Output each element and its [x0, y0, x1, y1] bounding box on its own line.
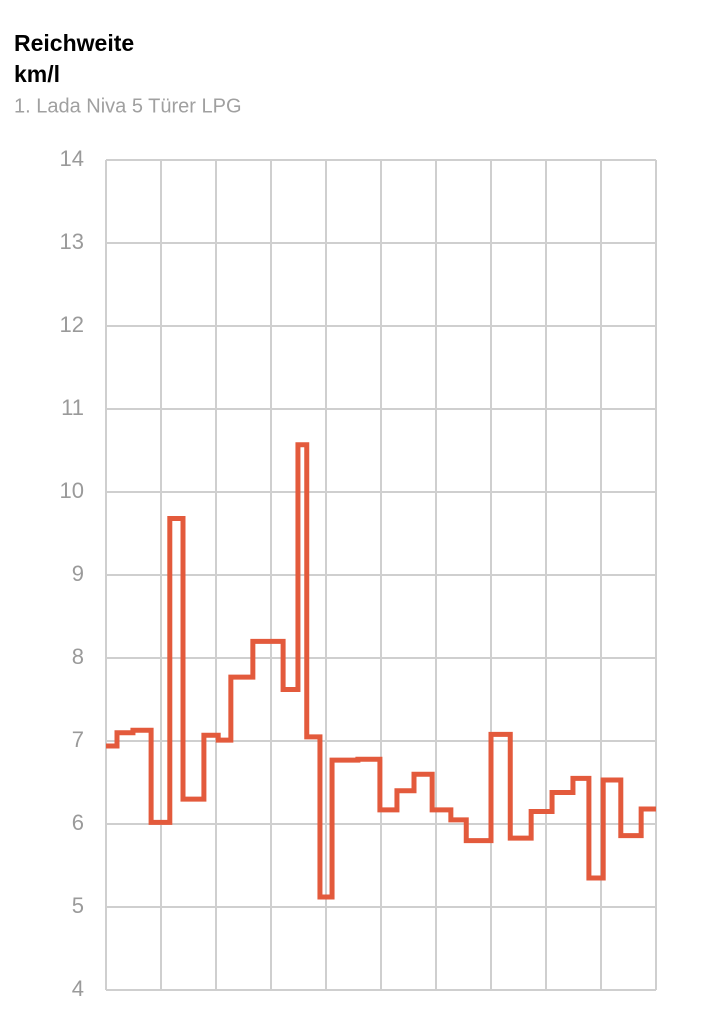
y-tick-label: 10 [60, 478, 84, 503]
y-tick-label: 13 [60, 229, 84, 254]
y-tick-label: 4 [72, 976, 84, 1001]
y-tick-label: 11 [61, 395, 84, 420]
y-tick-label: 14 [60, 146, 84, 171]
line-series [106, 442, 656, 900]
chart-unit: km/l [14, 61, 60, 87]
y-tick-label: 7 [72, 727, 84, 752]
y-tick-label: 8 [72, 644, 84, 669]
chart-title: Reichweite [14, 30, 134, 56]
y-tick-label: 12 [60, 312, 84, 337]
y-tick-label: 5 [72, 893, 84, 918]
chart-subtitle: 1. Lada Niva 5 Türer LPG [14, 95, 242, 117]
y-tick-label: 6 [72, 810, 84, 835]
y-tick-label: 9 [72, 561, 84, 586]
